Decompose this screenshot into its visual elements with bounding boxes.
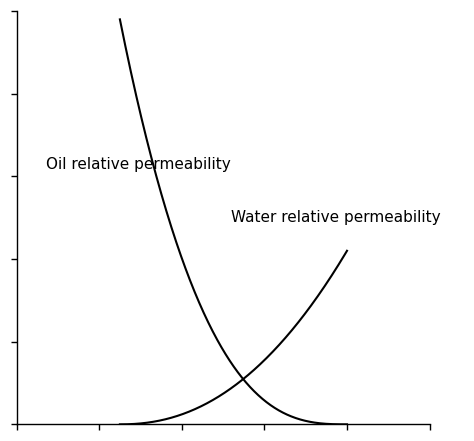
Text: Oil relative permeability: Oil relative permeability <box>46 157 230 172</box>
Text: Water relative permeability: Water relative permeability <box>231 210 441 225</box>
